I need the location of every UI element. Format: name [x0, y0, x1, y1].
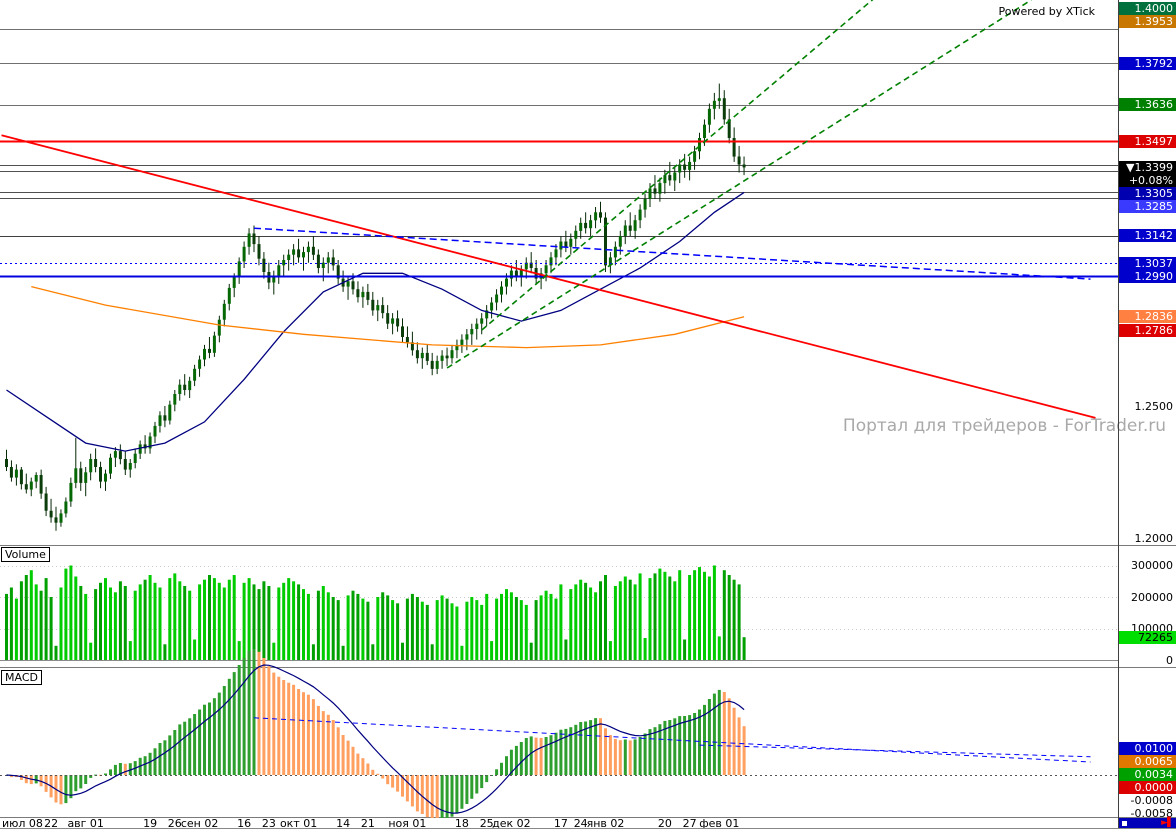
price-level-label: 1.3792 [1119, 56, 1176, 70]
date-tick-label: янв 02 [586, 817, 625, 829]
date-tick-label: 21 [360, 817, 375, 829]
macd-value-label: 0.0100 [1119, 742, 1176, 755]
volume-axis-label: 200000 [1131, 590, 1173, 604]
date-tick-label: ноя 01 [388, 817, 427, 829]
date-tick-label: 24 [573, 817, 588, 829]
price-level-label: 1.4000 [1119, 1, 1176, 15]
date-tick-label: дек 02 [492, 817, 531, 829]
price-level-label: 1.2990 [1119, 270, 1176, 283]
price-level-label: 1.3285 [1119, 199, 1176, 213]
price-level-label: 1.3037 [1119, 257, 1176, 270]
date-tick-label: окт 01 [279, 817, 318, 829]
macd-value-label: 0.0034 [1119, 768, 1176, 781]
macd-panel-title: MACD [1, 670, 42, 685]
date-tick-label: фев 01 [699, 817, 740, 829]
price-level-label: 1.3953 [1119, 14, 1176, 28]
date-tick-label: 17 [553, 817, 568, 829]
price-level-label: 1.2786 [1119, 323, 1176, 337]
date-tick-label: сен 02 [180, 817, 219, 829]
jump-to-end-button[interactable]: ►▌ [1119, 818, 1176, 828]
price-level-label: 1.3497 [1119, 134, 1176, 148]
macd-value-label: 0.0000 [1119, 781, 1176, 794]
date-tick-label: июл 08 [2, 817, 43, 829]
nav-marker-icon [1122, 821, 1127, 826]
price-axis[interactable]: 1.4000 1.3953 1.3792 1.3636 1.3497 ▼1.3399 +0.… [1118, 0, 1176, 828]
price-level-label: 1.3142 [1119, 229, 1176, 243]
price-level-label: 1.3636 [1119, 98, 1176, 111]
volume-axis-label: 0 [1166, 653, 1173, 667]
macd-axis-label: -0.0058 [1130, 807, 1173, 820]
powered-by-label: Powered by XTick [998, 5, 1095, 18]
macd-axis-label: -0.0008 [1130, 794, 1173, 807]
date-tick-label: 23 [261, 817, 276, 829]
price-axis-label: 1.2500 [1134, 399, 1174, 413]
date-tick-label: 19 [143, 817, 158, 829]
date-tick-label: 14 [336, 817, 351, 829]
date-tick-label: 25 [479, 817, 494, 829]
volume-panel-title: Volume [1, 547, 50, 562]
price-level-label: 1.3305 [1119, 186, 1176, 200]
date-tick-label: 26 [167, 817, 182, 829]
jump-to-end-icon: ►▌ [1161, 818, 1174, 828]
price-level-label: 1.2836 [1119, 310, 1176, 324]
date-tick-label: 20 [657, 817, 672, 829]
date-tick-label: 27 [682, 817, 697, 829]
current-price-label: ▼1.3399 [1119, 160, 1176, 174]
date-tick-label: 18 [454, 817, 469, 829]
volume-axis-label: 300000 [1131, 559, 1173, 572]
macd-value-label: 0.0065 [1119, 755, 1176, 768]
price-axis-label: 1.2000 [1134, 532, 1174, 546]
date-tick-label: 16 [237, 817, 252, 829]
watermark: Портал для трейдеров - ForTrader.ru [842, 416, 1166, 436]
price-change-label: +0.08% [1119, 173, 1176, 187]
volume-current-label: 72265 [1119, 630, 1176, 644]
date-axis[interactable]: июл 08 22 авг 01 19 26 сен 02 16 23 окт 01 14 21 но… [0, 817, 1118, 829]
date-tick-label: 22 [44, 817, 59, 829]
date-tick-label: авг 01 [67, 817, 104, 829]
